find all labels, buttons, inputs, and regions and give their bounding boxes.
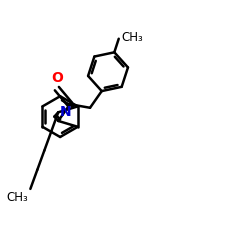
Text: CH₃: CH₃ [121,31,143,44]
Text: CH₃: CH₃ [6,191,28,204]
Text: N: N [60,105,72,119]
Text: O: O [51,71,63,85]
